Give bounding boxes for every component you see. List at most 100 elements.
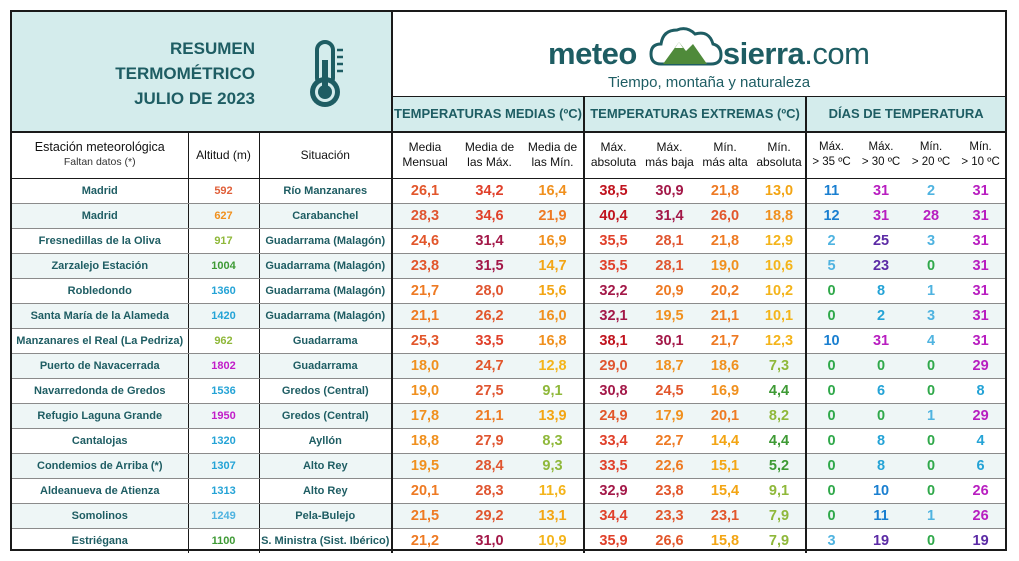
max-absoluta-value: 24,9	[584, 403, 643, 429]
dias-min-20-value: 0	[906, 453, 957, 479]
media-mensual-value: 28,3	[392, 203, 458, 229]
table-row: Madrid 627 Carabanchel 28,3 34,6 21,9 40,4 31,4…	[12, 203, 1006, 229]
situation-value: Carabanchel	[259, 203, 394, 229]
table-row: Cantalojas 1320 Ayllón 18,8 27,9 8,3 33,4 22,7 1…	[12, 428, 1006, 454]
station-name: Cantalojas	[12, 428, 189, 454]
media-mensual-value: 17,8	[392, 403, 458, 429]
dias-max-35-value: 0	[806, 353, 857, 379]
dias-min-10-value: 19	[972, 532, 989, 549]
media-min-value: 14,7	[522, 253, 586, 279]
dias-max-30-value: 6	[856, 378, 907, 404]
min-mas-alta-value: 15,4	[697, 478, 754, 504]
station-name: Puerto de Navacerrada	[12, 353, 189, 379]
column-header-station: Estación meteorológica Faltan datos (*)	[12, 132, 189, 179]
dias-min-20-value: 1	[906, 403, 957, 429]
dias-min-10-value: 4	[956, 428, 1006, 454]
column-header-min-absoluta: Mín. absoluta	[753, 132, 808, 179]
dias-min-10-value: 8	[956, 378, 1006, 404]
media-max-value: 26,2	[457, 303, 523, 329]
brand-panel: meteo sierra.com Tiempo, montaña y natura…	[392, 12, 1006, 97]
dias-min-10-value: 31	[956, 303, 1006, 329]
min-absoluta-value: 12,9	[753, 228, 808, 254]
dias-min-20-value: 3	[906, 303, 957, 329]
media-max-value: 24,7	[457, 353, 523, 379]
media-min-value: 15,6	[522, 278, 586, 304]
dias-min-20-value: 28	[906, 203, 957, 229]
cloud-mountain-icon	[649, 27, 723, 66]
media-max-value: 34,2	[457, 178, 523, 204]
column-header-dias-max-30: Máx. > 30 ºC	[856, 132, 907, 179]
max-mas-baja-value: 20,9	[642, 278, 698, 304]
table-row: Estriégana 1100 S. Ministra (Sist. Ibérico…	[12, 528, 1005, 553]
station-name: Somolinos	[12, 503, 189, 529]
dias-max-30-value: 31	[856, 328, 907, 354]
dias-min-10-value: 6	[956, 453, 1006, 479]
station-name: Estriégana	[12, 528, 189, 553]
station-name: Madrid	[12, 178, 189, 204]
min-absoluta-value: 9,1	[753, 478, 808, 504]
media-mensual-value: 25,3	[392, 328, 458, 354]
dias-max-35-value: 0	[806, 453, 857, 479]
media-max-value: 28,3	[457, 478, 523, 504]
media-min-value: 12,8	[522, 353, 586, 379]
media-min-value: 8,3	[522, 428, 586, 454]
min-absoluta-value: 10,6	[753, 253, 808, 279]
media-mensual-value: 21,7	[392, 278, 458, 304]
dias-max-35-value: 0	[806, 303, 857, 329]
column-header-media-max: Media de las Máx.	[457, 132, 523, 179]
media-min-value: 16,8	[522, 328, 586, 354]
media-min-value: 9,3	[522, 453, 586, 479]
table-row: Manzanares el Real (La Pedriza) 962 Guadar…	[12, 328, 1006, 354]
situation-value: Guadarrama (Malagón)	[259, 303, 394, 329]
dias-min-20-value: 0	[906, 478, 957, 504]
media-min-value: 16,0	[522, 303, 586, 329]
altitude-value: 627	[188, 203, 260, 229]
max-absoluta-value: 33,5	[584, 453, 643, 479]
dias-max-35-value: 12	[806, 203, 857, 229]
media-max-value: 28,4	[457, 453, 523, 479]
station-name: Aldeanueva de Atienza	[12, 478, 189, 504]
min-absoluta-value: 18,8	[753, 203, 808, 229]
min-mas-alta-value: 15,8	[710, 532, 740, 549]
media-min-value: 16,9	[522, 228, 586, 254]
column-header-dias-min-20: Mín. > 20 ºC	[906, 132, 957, 179]
media-min-value: 10,9	[522, 528, 586, 553]
media-min-value: 16,4	[522, 178, 586, 204]
data-rows: Madrid 592 Río Manzanares 26,1 34,2 16,4 38,5 3…	[12, 178, 1006, 553]
altitude-value: 1100	[188, 528, 260, 553]
dias-max-35-value: 11	[806, 178, 857, 204]
situation-value: Gredos (Central)	[259, 403, 394, 429]
min-mas-alta-value: 23,1	[697, 503, 754, 529]
dias-max-30-value: 19	[872, 532, 890, 549]
station-name: Fresnedillas de la Oliva	[12, 228, 189, 254]
min-absoluta-value: 7,9	[753, 503, 808, 529]
altitude-value: 1313	[188, 478, 260, 504]
media-max-value: 28,0	[457, 278, 523, 304]
situation-value: Guadarrama (Malagón)	[259, 278, 394, 304]
altitude-value: 917	[188, 228, 260, 254]
station-name: Robledondo	[12, 278, 189, 304]
dias-max-30-value: 31	[856, 203, 907, 229]
temperature-summary-table: RESUMEN TERMOMÉTRICO JULIO DE 2023 meteo…	[12, 12, 1006, 553]
max-mas-baja-value: 23,3	[642, 503, 698, 529]
max-absoluta-value: 29,0	[584, 353, 643, 379]
dias-min-20-value: 0	[906, 378, 957, 404]
max-mas-baja-value: 30,1	[642, 328, 698, 354]
dias-min-20-value: 3	[906, 228, 957, 254]
min-mas-alta-value: 15,1	[697, 453, 754, 479]
dias-min-20-value: 2	[906, 178, 957, 204]
min-absoluta-value: 13,0	[753, 178, 808, 204]
column-header-min-mas-alta: Mín. más alta	[697, 132, 754, 179]
table-row: Robledondo 1360 Guadarrama (Malagón) 21,7 28…	[12, 278, 1006, 304]
dias-max-30-value: 31	[856, 178, 907, 204]
altitude-value: 1802	[188, 353, 260, 379]
max-mas-baja-value: 17,9	[642, 403, 698, 429]
dias-min-10-value: 31	[956, 203, 1006, 229]
min-absoluta-value: 4,4	[753, 428, 808, 454]
min-absoluta-value: 8,2	[753, 403, 808, 429]
dias-min-10-value: 31	[956, 228, 1006, 254]
media-min-value: 21,9	[522, 203, 586, 229]
max-absoluta-value: 32,2	[584, 278, 643, 304]
dias-max-35-value: 5	[806, 253, 857, 279]
situation-value: Pela-Bulejo	[259, 503, 394, 529]
